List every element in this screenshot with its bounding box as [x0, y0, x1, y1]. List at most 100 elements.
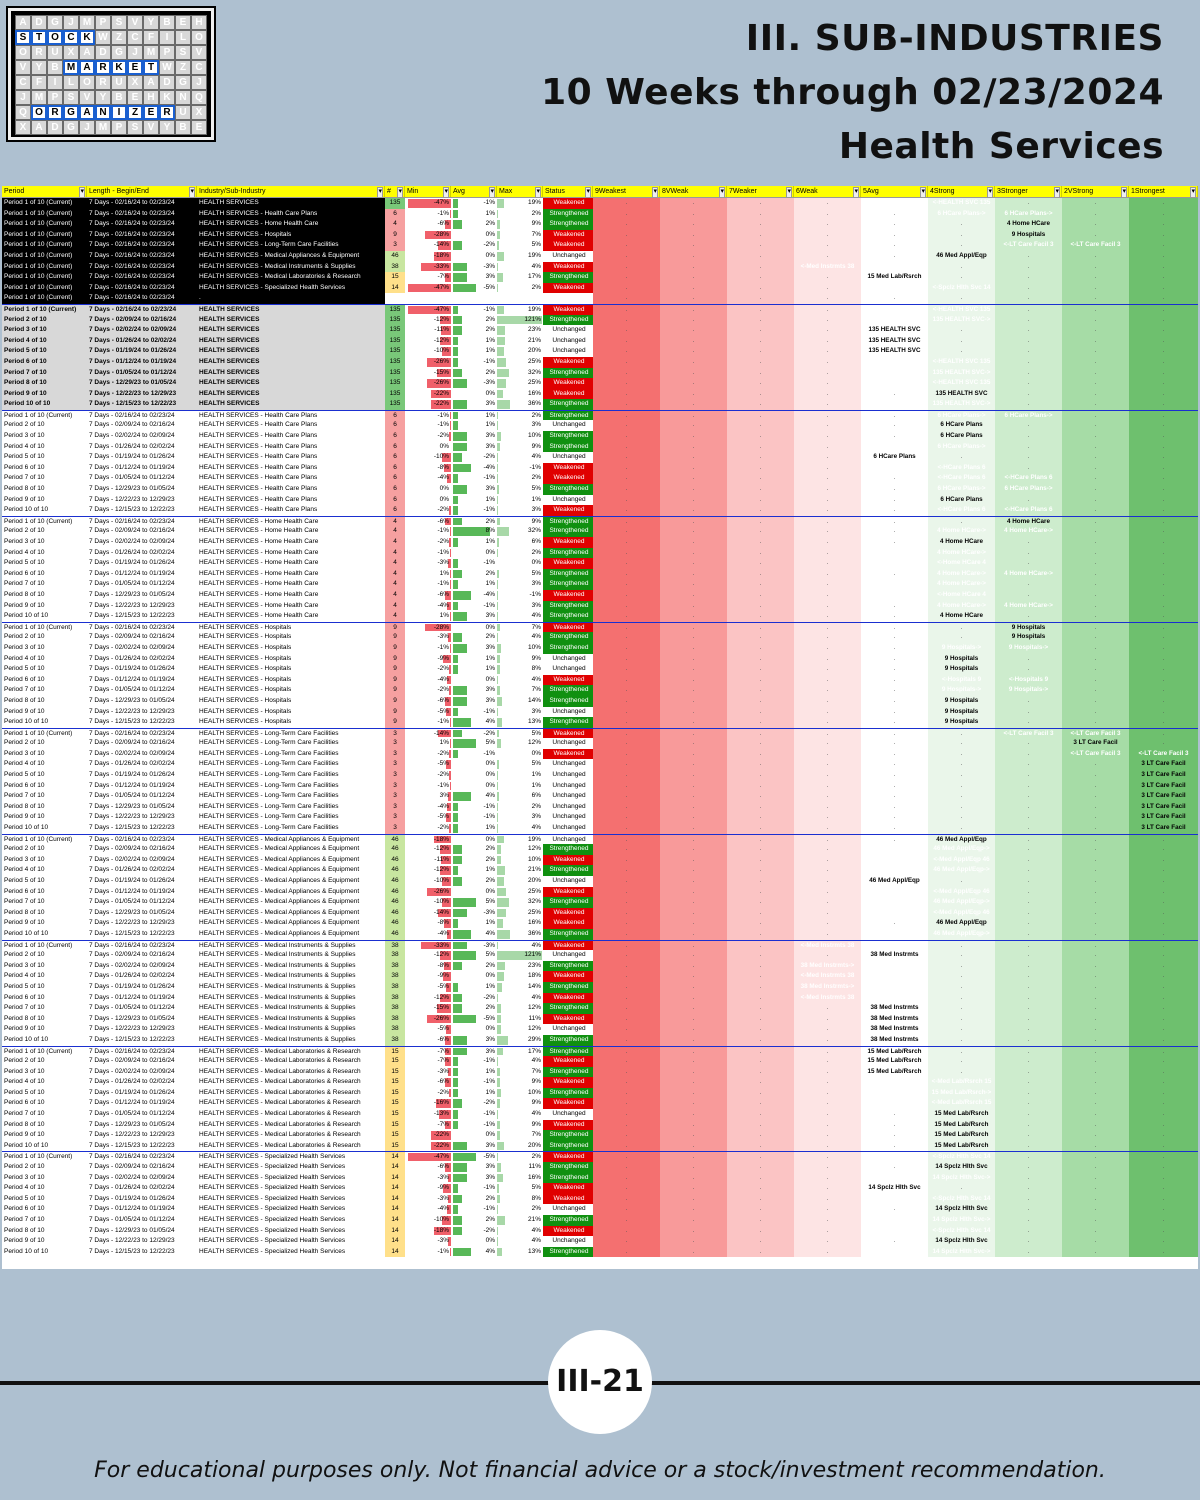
status-badge: Unchanged: [543, 420, 593, 432]
column-header-b1[interactable]: 1Strongest: [1129, 186, 1198, 197]
logo-letter: A: [79, 105, 95, 120]
avg-value: 3%: [485, 442, 495, 450]
column-header-min[interactable]: Min: [405, 186, 451, 197]
rank-bucket-label: <-Spclz Hlth Svc 14: [861, 1225, 928, 1237]
rank-bucket-empty: .: [995, 547, 1062, 559]
max-data-bar: [497, 368, 509, 378]
column-header-b2[interactable]: 2VStrong: [1062, 186, 1129, 197]
rank-bucket-label: 4 Home HCare->: [995, 526, 1062, 537]
min-value: 1%: [439, 569, 449, 577]
column-header-count[interactable]: #: [385, 186, 405, 197]
cell-max: 10%: [497, 642, 543, 654]
cell-industry: HEALTH SERVICES - Medical Appliances & E…: [197, 834, 385, 845]
cell-industry: HEALTH SERVICES - Medical Instruments & …: [197, 981, 385, 993]
cell-count: 15: [385, 1119, 405, 1131]
max-data-bar: [497, 336, 505, 346]
status-badge: Weakened: [543, 1098, 593, 1110]
rank-bucket-empty: .: [1062, 1119, 1129, 1131]
rank-bucket-label: 4 Home HCare->: [928, 600, 995, 612]
rank-bucket-empty: .: [660, 759, 727, 771]
status-badge: Strengthened: [543, 526, 593, 537]
logo-letter: K: [111, 60, 127, 75]
cell-min: -26%: [405, 1013, 451, 1025]
rank-bucket-empty: .: [593, 568, 660, 580]
cell-industry: HEALTH SERVICES - Health Care Plans: [197, 473, 385, 485]
rank-bucket-empty: .: [593, 865, 660, 876]
rank-bucket-empty: .: [861, 420, 928, 432]
min-data-bar: [448, 1237, 451, 1246]
max-value: 25%: [527, 908, 541, 916]
cell-min: -6%: [405, 1162, 451, 1173]
column-header-b5[interactable]: 5Avg: [861, 186, 928, 197]
rank-bucket-empty: .: [995, 1013, 1062, 1025]
cell-count: 3: [385, 759, 405, 771]
column-header-b4[interactable]: 4Strong: [928, 186, 995, 197]
logo-filler-cell: G: [47, 15, 63, 30]
min-value: -7%: [437, 1120, 449, 1128]
rank-bucket-empty: .: [794, 378, 861, 389]
column-header-b6[interactable]: 6Weak: [794, 186, 861, 197]
max-data-bar: [497, 929, 511, 939]
logo-filler-cell: X: [63, 45, 79, 60]
max-value: 2%: [531, 802, 541, 810]
column-header-status[interactable]: Status: [543, 186, 593, 197]
cell-count: 6: [385, 462, 405, 474]
cell-avg: 3%: [451, 642, 497, 654]
avg-value: 1%: [485, 580, 495, 588]
column-header-length[interactable]: Length - Begin/End: [87, 186, 197, 197]
rank-bucket-empty: .: [593, 622, 660, 633]
rank-bucket-empty: .: [1129, 1003, 1198, 1014]
avg-value: 3%: [485, 1173, 495, 1181]
rank-bucket-empty: .: [1129, 1246, 1198, 1258]
column-header-b3[interactable]: 3Stronger: [995, 186, 1062, 197]
max-value: -1%: [529, 590, 541, 598]
rank-bucket-empty: .: [794, 282, 861, 294]
rank-bucket-empty: .: [727, 240, 794, 251]
rank-bucket-label: 6 HCare Plans->: [995, 484, 1062, 495]
avg-data-bar: [453, 749, 458, 759]
column-header-industry[interactable]: Industry/Sub-Industry: [197, 186, 385, 197]
status-badge: Unchanged: [543, 1236, 593, 1247]
column-header-max[interactable]: Max: [497, 186, 543, 197]
column-header-b7[interactable]: 7Weaker: [727, 186, 794, 197]
min-data-bar: [438, 729, 451, 738]
rank-bucket-label: 9 Hospitals: [995, 229, 1062, 241]
max-data-bar: [497, 824, 499, 833]
rank-bucket-label: 14 Spclz Hlth Svc: [861, 1183, 928, 1194]
max-data-bar: [497, 262, 499, 272]
min-value: -15%: [433, 1004, 449, 1012]
cell-max: -1%: [497, 462, 543, 474]
rank-bucket-empty: .: [794, 431, 861, 442]
rank-bucket-empty: .: [1129, 653, 1198, 665]
cell-min: -6%: [405, 1034, 451, 1046]
cell-max: 23%: [497, 960, 543, 972]
rank-bucket-empty: .: [928, 1183, 995, 1194]
cell-length: 7 Days - 02/02/24 to 02/09/24: [87, 1066, 197, 1078]
avg-value: 3%: [485, 273, 495, 281]
cell-period: Period 3 of 10: [2, 642, 87, 654]
cell-min: -13%: [405, 1109, 451, 1120]
cell-count: 9: [385, 685, 405, 696]
cell-length: 7 Days - 01/19/24 to 01/26/24: [87, 452, 197, 463]
avg-value: -1%: [483, 813, 495, 821]
column-header-avg[interactable]: Avg: [451, 186, 497, 197]
rank-bucket-empty: .: [794, 1119, 861, 1131]
avg-data-bar: [453, 432, 467, 441]
column-header-b9[interactable]: 9Weakest: [593, 186, 660, 197]
min-value: 0%: [439, 442, 449, 450]
rank-bucket-empty: .: [660, 378, 727, 389]
rank-bucket-empty: .: [1062, 1066, 1129, 1078]
rank-bucket-empty: .: [794, 695, 861, 707]
rank-bucket-empty: .: [727, 589, 794, 601]
cell-period: Period 6 of 10: [2, 886, 87, 898]
rank-bucket-label: 38 Med Instrmts: [861, 950, 928, 961]
max-value: 0%: [531, 749, 541, 757]
column-header-period[interactable]: Period: [2, 186, 87, 197]
column-header-b8[interactable]: 8VWeak: [660, 186, 727, 197]
avg-value: 3%: [485, 1163, 495, 1171]
cell-period: Period 1 of 10 (Current): [2, 834, 87, 845]
rank-bucket-empty: .: [995, 791, 1062, 802]
rank-bucket-empty: .: [660, 738, 727, 749]
cell-min: -8%: [405, 960, 451, 972]
cell-length: 7 Days - 12/29/23 to 01/05/24: [87, 484, 197, 495]
